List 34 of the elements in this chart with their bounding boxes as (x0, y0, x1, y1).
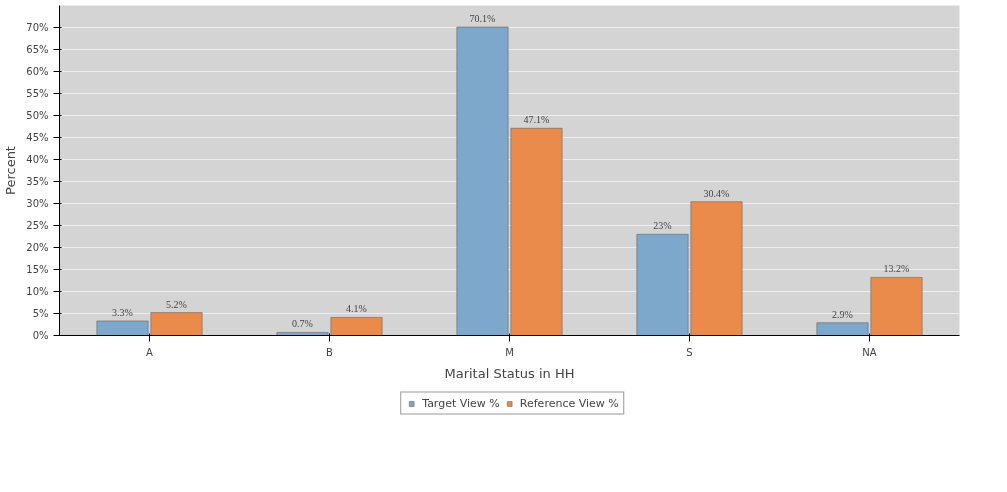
y-tick-label: 30% (26, 198, 49, 209)
y-tick-label: 60% (26, 66, 49, 77)
y-tick-label: 65% (26, 44, 49, 55)
x-axis-title: Marital Status in HH (444, 365, 575, 381)
data-label: 13.2% (883, 263, 910, 275)
data-label: 0.7% (292, 318, 313, 330)
data-label: 30.4% (703, 187, 730, 199)
x-tick-label: A (146, 346, 154, 358)
y-tick-label: 45% (26, 132, 49, 143)
data-label: 4.1% (346, 303, 367, 315)
x-tick-label: B (326, 346, 334, 358)
y-tick-label: 5% (32, 308, 49, 319)
data-label: 47.1% (523, 114, 550, 126)
data-label: 2.9% (832, 308, 853, 320)
y-tick-label: 50% (26, 110, 49, 121)
y-tick-label: 55% (26, 88, 49, 99)
legend-label: Reference View % (519, 396, 619, 410)
x-tick-label: S (686, 346, 693, 358)
data-label: 3.3% (112, 306, 133, 318)
y-tick-label: 0% (32, 330, 49, 341)
y-tick-label: 20% (26, 242, 49, 253)
y-tick-label: 10% (26, 286, 49, 297)
legend-label: Target View % (422, 396, 500, 410)
y-tick-label: 70% (26, 22, 49, 33)
y-tick-label: 25% (26, 220, 49, 231)
y-tick-label: 40% (26, 154, 49, 165)
data-label: 70.1% (469, 13, 496, 25)
x-tick-label: NA (862, 346, 877, 358)
y-tick-label: 15% (26, 264, 49, 275)
data-label: 23% (653, 220, 672, 232)
y-tick-label: 35% (26, 176, 49, 187)
y-axis-title: Percent (3, 146, 19, 195)
data-label: 5.2% (166, 298, 187, 310)
x-tick-label: M (505, 346, 514, 358)
